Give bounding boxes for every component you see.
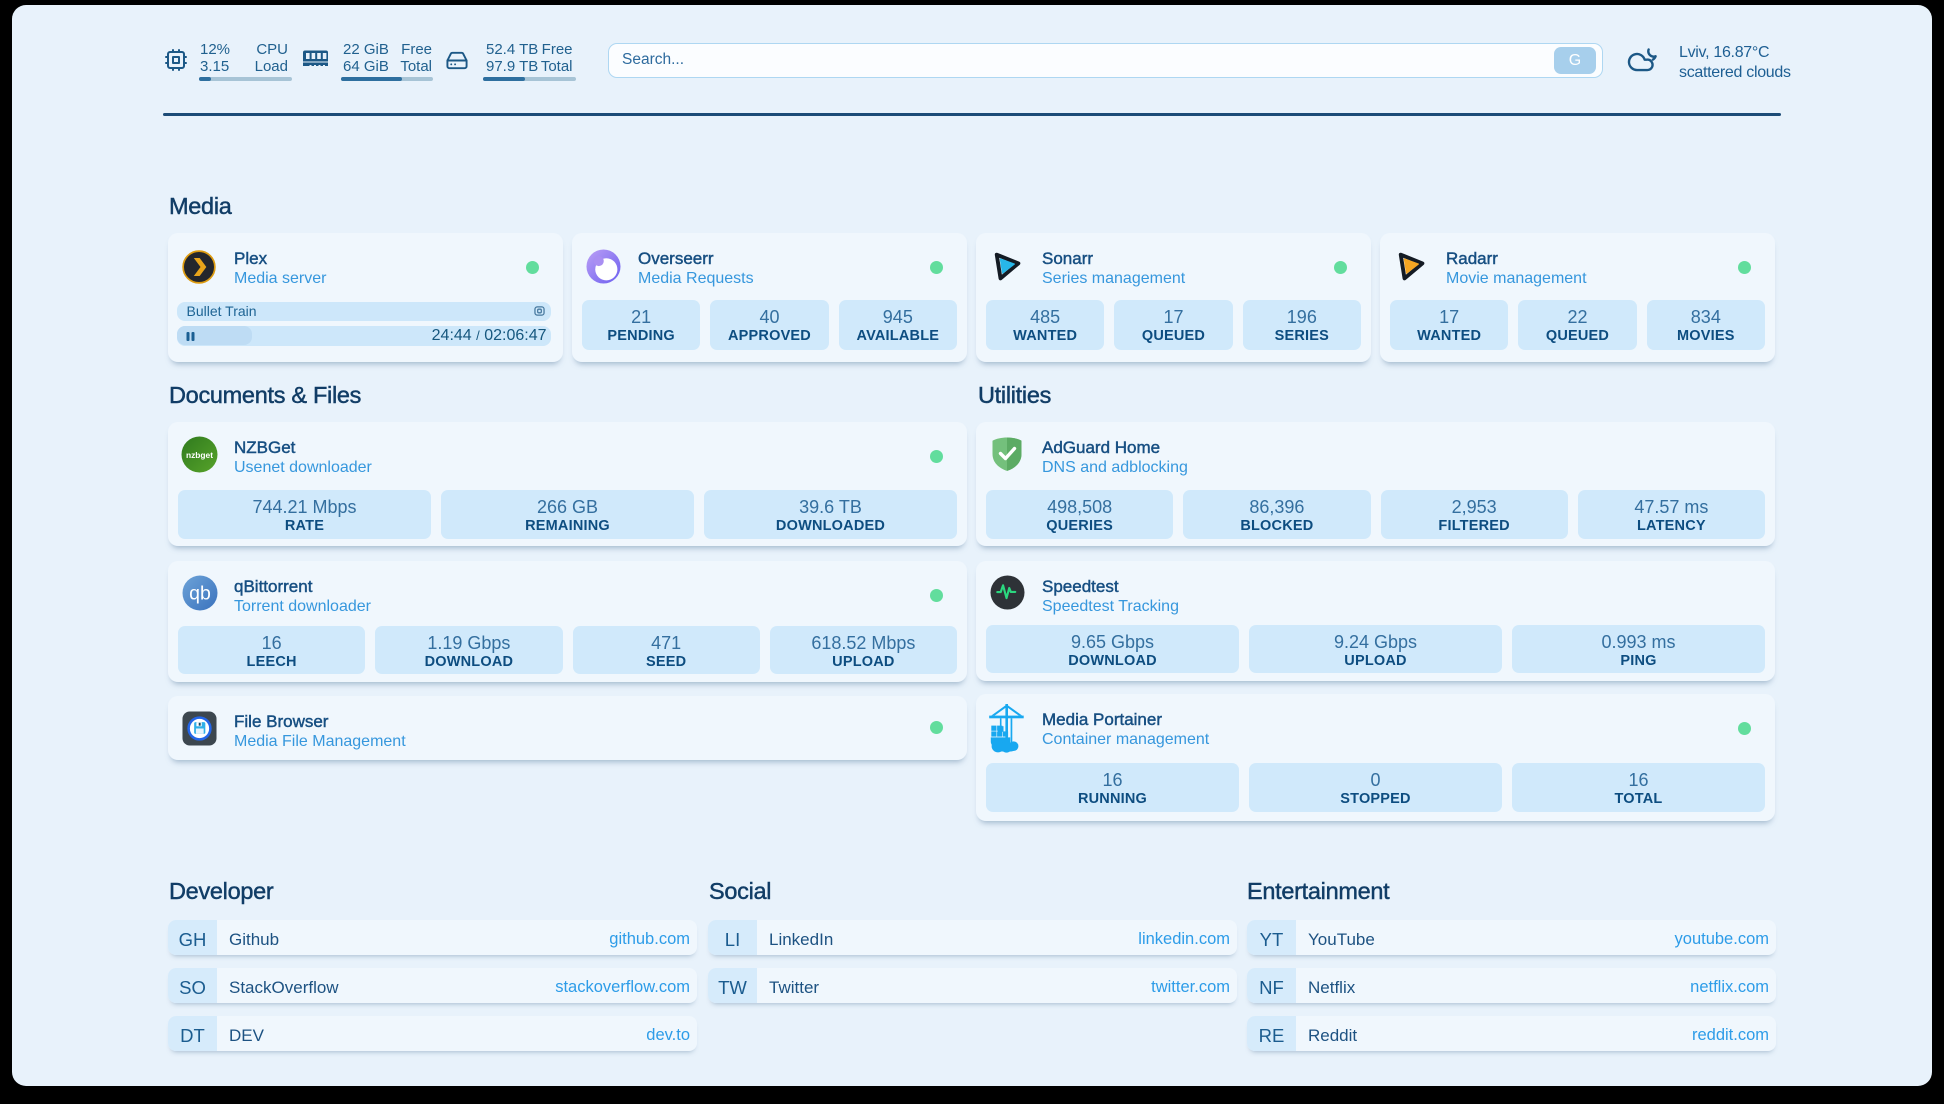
svg-text:nzbget: nzbget [186, 450, 213, 460]
svg-text:qb: qb [189, 582, 211, 604]
